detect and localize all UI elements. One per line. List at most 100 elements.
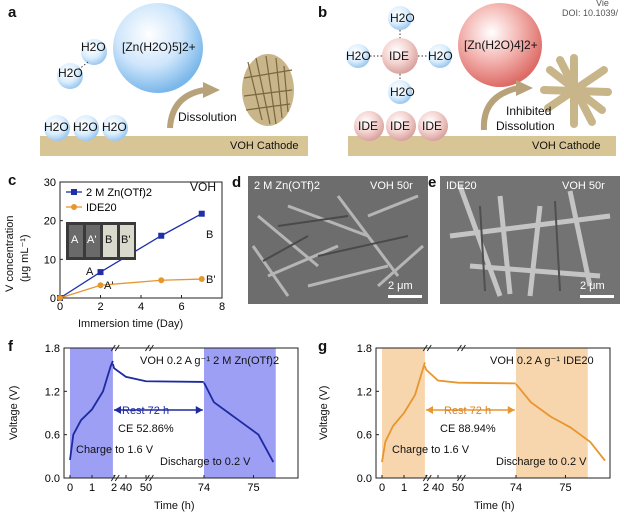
x-tick-label: 2: [97, 301, 103, 313]
sem-d-scalebar: [388, 295, 422, 298]
sem-e-scale-label: 2 μm: [580, 280, 605, 292]
sem-d-label-right: VOH 50r: [370, 180, 413, 192]
water-sphere: [428, 44, 452, 68]
x-tick-label: 0: [379, 482, 385, 494]
sem-image-e: IDE20 VOH 50r 2 μm: [440, 176, 620, 304]
y-tick-label: 1.2: [357, 386, 372, 398]
water-label: H2O: [390, 85, 415, 99]
axis-break: [457, 474, 462, 482]
inhibited-label: Dissolution: [496, 119, 555, 133]
panel-g-letter: g: [318, 338, 328, 355]
voltage-curve-charge: [69, 360, 114, 461]
y-tick-label: 20: [44, 216, 56, 228]
water-label: H2O: [428, 49, 453, 63]
inhibited-label: Inhibited: [506, 104, 552, 118]
cathode-label-a: VOH Cathode: [230, 140, 299, 152]
rest-arrow-head: [114, 406, 122, 414]
axis-break: [426, 474, 432, 482]
panel-e-letter: e: [428, 174, 437, 191]
series-line: [59, 278, 202, 299]
y-tick-label: 1.8: [357, 343, 372, 355]
discharge-shade: [204, 348, 276, 478]
y-tick-label: 0.6: [357, 430, 372, 442]
panel-f-title: VOH 0.2 A g⁻¹ 2 M Zn(OTf)2: [140, 355, 280, 367]
sem-texture-d: [248, 176, 428, 304]
axis-break: [149, 474, 154, 482]
point-label-B: B: [206, 229, 214, 241]
x-tick-label: 1: [401, 482, 407, 494]
x-tick-label: 75: [247, 482, 259, 494]
x-tick-label: 0: [57, 301, 63, 313]
axis-break: [149, 344, 154, 352]
axis-break: [110, 474, 116, 482]
vial-A-prime: [86, 225, 100, 257]
sem-d-label-left: 2 M Zn(OTf)2: [254, 180, 321, 192]
panel-g-xlabel: Time (h): [474, 500, 515, 512]
point-label-A: A: [86, 266, 94, 278]
axis-break: [145, 344, 150, 352]
x-tick-label: 74: [198, 482, 210, 494]
water-sphere: [388, 80, 412, 104]
vial-label: A': [87, 234, 97, 246]
water-sphere: [388, 6, 412, 30]
zn-ion-label-a: [Zn(H2O)5]2+: [122, 40, 196, 54]
water-label: H2O: [390, 11, 415, 25]
panel-f-xlabel: Time (h): [154, 500, 195, 512]
data-point: [97, 269, 104, 276]
axis-break: [114, 344, 120, 352]
axis-break: [422, 474, 428, 482]
panel-g-discharge: Discharge to 0.2 V: [496, 456, 587, 468]
x-tick-label: 50: [140, 482, 152, 494]
panel-g-rest: Rest 72 h: [444, 405, 492, 417]
sem-d-scale-label: 2 μm: [388, 280, 413, 292]
panel-g-ylabel: Voltage (V): [318, 385, 330, 440]
x-tick-label: 8: [219, 301, 225, 313]
water-label: H2O: [346, 49, 371, 63]
ide-label: IDE: [390, 119, 411, 133]
x-tick-label: 74: [510, 482, 522, 494]
axis-break: [426, 344, 432, 352]
rest-arrow-head: [426, 406, 434, 414]
rest-arrow-head: [507, 406, 515, 414]
panel-f-letter: f: [8, 338, 13, 355]
voltage-curve-rest: [424, 365, 516, 385]
water-label: H2O: [102, 120, 127, 134]
discharge-shade: [516, 348, 588, 478]
vial-B-prime: [120, 225, 134, 257]
x-tick-label: 50: [452, 482, 464, 494]
ide-label: IDE: [422, 119, 443, 133]
rest-arrow-head: [195, 406, 203, 414]
panel-f-discharge: Discharge to 0.2 V: [160, 456, 251, 468]
axis-break: [457, 344, 462, 352]
y-tick-label: 10: [44, 254, 56, 266]
panel-c-chart: 0 2 4 6 8 0 10 20 30 2 M Zn(OTf)2 IDE20: [44, 177, 225, 313]
plot-frame: [63, 347, 299, 479]
ide-sphere: [418, 111, 448, 141]
x-tick-label: 40: [120, 482, 132, 494]
vial-label: B': [121, 234, 131, 246]
water-label: H2O: [58, 66, 83, 80]
voltage-curve-discharge: [515, 383, 606, 462]
hbond-line: [77, 61, 89, 71]
panel-c-letter: c: [8, 172, 17, 189]
y-tick-label: 0: [50, 293, 56, 305]
vial-A: [69, 225, 83, 257]
panel-g-chart: 0.0 0.6 1.2 1.8 0 1 2 40 50 74 75: [357, 343, 611, 494]
water-label: H2O: [44, 120, 69, 134]
data-point: [158, 232, 165, 239]
point-label-B-prime: B': [206, 274, 216, 286]
y-tick-label: 0.6: [45, 430, 60, 442]
x-tick-label: 75: [559, 482, 571, 494]
water-sphere: [73, 115, 99, 141]
plot-frame: [375, 347, 611, 479]
axis-break: [461, 474, 466, 482]
legend-marker: [71, 189, 77, 195]
cathode-bar-b: [348, 136, 616, 156]
ide-sphere: [386, 111, 416, 141]
voh-crystal-cluster: [242, 54, 294, 126]
data-point: [57, 295, 63, 301]
water-sphere: [57, 63, 83, 89]
vial-label: A: [71, 234, 79, 246]
legend-marker: [71, 204, 77, 210]
charge-shade: [70, 348, 113, 478]
